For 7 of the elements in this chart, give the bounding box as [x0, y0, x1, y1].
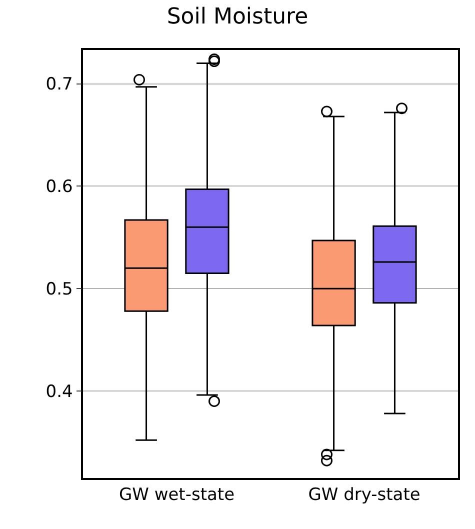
- y-tick-label: 0.4: [46, 382, 73, 402]
- y-tick-label: 0.6: [46, 177, 73, 198]
- x-tick-label: GW wet-state: [118, 485, 235, 506]
- y-tick-label: 0.7: [46, 74, 73, 95]
- x-tick-label: GW dry-state: [308, 485, 420, 506]
- y-tick-label: 0.5: [46, 280, 73, 300]
- chart-title: Soil Moisture: [166, 4, 308, 30]
